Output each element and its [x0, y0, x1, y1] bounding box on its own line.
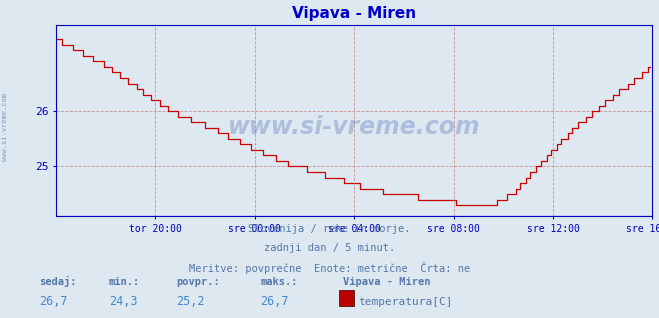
Text: Vipava - Miren: Vipava - Miren: [343, 277, 430, 287]
Text: 24,3: 24,3: [109, 295, 137, 308]
Text: 26,7: 26,7: [260, 295, 289, 308]
Text: zadnji dan / 5 minut.: zadnji dan / 5 minut.: [264, 243, 395, 253]
Text: maks.:: maks.:: [260, 277, 298, 287]
Text: sedaj:: sedaj:: [40, 276, 77, 287]
Text: www.si-vreme.com: www.si-vreme.com: [228, 114, 480, 139]
Text: temperatura[C]: temperatura[C]: [358, 297, 452, 307]
Text: povpr.:: povpr.:: [177, 277, 220, 287]
Text: www.si-vreme.com: www.si-vreme.com: [2, 93, 9, 161]
Title: Vipava - Miren: Vipava - Miren: [292, 6, 416, 22]
Text: Meritve: povprečne  Enote: metrične  Črta: ne: Meritve: povprečne Enote: metrične Črta:…: [189, 262, 470, 274]
Text: 25,2: 25,2: [177, 295, 205, 308]
Text: min.:: min.:: [109, 277, 140, 287]
Text: 26,7: 26,7: [40, 295, 68, 308]
Text: Slovenija / reke in morje.: Slovenija / reke in morje.: [248, 224, 411, 234]
